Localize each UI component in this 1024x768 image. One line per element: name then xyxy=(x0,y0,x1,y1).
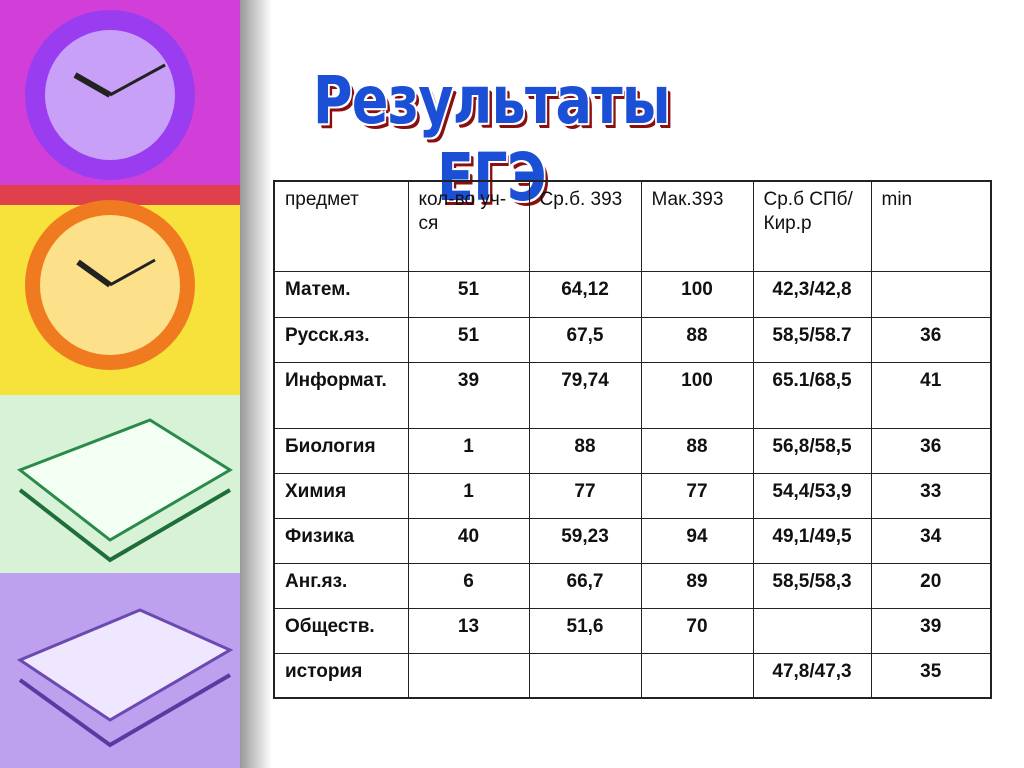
table-cell: 1 xyxy=(407,427,530,474)
table-cell: 51 xyxy=(407,316,530,363)
table-cell: Русск.яз. xyxy=(273,316,409,363)
table-cell: 67,5 xyxy=(528,316,642,363)
table-row: Биология 1 88 88 56,8/58,5 36 xyxy=(273,427,992,474)
table-row: Физика 40 59,23 94 49,1/49,5 34 xyxy=(273,517,992,564)
table-row: история 47,8/47,3 35 xyxy=(273,652,992,699)
table-cell: 88 xyxy=(528,427,642,474)
table-cell: 39 xyxy=(407,361,530,429)
header-cell: min xyxy=(870,180,992,272)
table-row: Матем. 51 64,12 100 42,3/42,8 xyxy=(273,270,992,318)
header-cell: Ср.б. 393 xyxy=(528,180,642,272)
table-cell: 33 xyxy=(870,472,992,519)
table-cell xyxy=(528,652,642,699)
table-cell: 34 xyxy=(870,517,992,564)
table-cell: 79,74 xyxy=(528,361,642,429)
table-cell: 40 xyxy=(407,517,530,564)
table-cell: 94 xyxy=(640,517,754,564)
table-row: Анг.яз. 6 66,7 89 58,5/58,3 20 xyxy=(273,562,992,609)
table-cell: 13 xyxy=(407,607,530,654)
table-cell: Матем. xyxy=(273,270,409,318)
table-cell: 6 xyxy=(407,562,530,609)
table-cell: история xyxy=(273,652,409,699)
table-row: Информат. 39 79,74 100 65.1/68,5 41 xyxy=(273,361,992,429)
table-cell: 36 xyxy=(870,316,992,363)
table-cell: 88 xyxy=(640,316,754,363)
table-cell: 58,5/58,3 xyxy=(752,562,872,609)
table-cell: Анг.яз. xyxy=(273,562,409,609)
header-cell: Мак.393 xyxy=(640,180,754,272)
table-cell: 100 xyxy=(640,270,754,318)
table-cell: 20 xyxy=(870,562,992,609)
table-cell: 1 xyxy=(407,472,530,519)
table-cell: 56,8/58,5 xyxy=(752,427,872,474)
table-cell: 65.1/68,5 xyxy=(752,361,872,429)
table-cell: 100 xyxy=(640,361,754,429)
table-cell: 58,5/58.7 xyxy=(752,316,872,363)
table-cell: 89 xyxy=(640,562,754,609)
table-cell: 66,7 xyxy=(528,562,642,609)
table-cell: Биология xyxy=(273,427,409,474)
header-cell: кол-во уч-ся xyxy=(407,180,530,272)
table-cell: 77 xyxy=(640,472,754,519)
table-cell: 36 xyxy=(870,427,992,474)
table-cell: 49,1/49,5 xyxy=(752,517,872,564)
table-cell: 70 xyxy=(640,607,754,654)
table-cell: 54,4/53,9 xyxy=(752,472,872,519)
header-cell: предмет xyxy=(273,180,409,272)
table-cell: 77 xyxy=(528,472,642,519)
table-row: Обществ. 13 51,6 70 39 xyxy=(273,607,992,654)
table-cell: 59,23 xyxy=(528,517,642,564)
header-cell: Ср.б СПб/Кир.р xyxy=(752,180,872,272)
table-cell: Физика xyxy=(273,517,409,564)
table-cell: 42,3/42,8 xyxy=(752,270,872,318)
table-cell: Информат. xyxy=(273,361,409,429)
header-row: предмет кол-во уч-ся Ср.б. 393 Мак.393 Ср.б … xyxy=(273,180,992,272)
table-cell: 39 xyxy=(870,607,992,654)
table-cell: Обществ. xyxy=(273,607,409,654)
table-cell: 64,12 xyxy=(528,270,642,318)
table-cell: 88 xyxy=(640,427,754,474)
results-table: предмет кол-во уч-ся Ср.б. 393 Мак.393 Ср.б … xyxy=(273,180,992,699)
table-cell: 35 xyxy=(870,652,992,699)
table-row: Русск.яз. 51 67,5 88 58,5/58.7 36 xyxy=(273,316,992,363)
table-cell: 47,8/47,3 xyxy=(752,652,872,699)
table-cell xyxy=(752,607,872,654)
table-cell: 51 xyxy=(407,270,530,318)
table-row: Химия 1 77 77 54,4/53,9 33 xyxy=(273,472,992,519)
table-cell xyxy=(870,270,992,318)
decorative-strip xyxy=(0,0,272,768)
table-cell xyxy=(640,652,754,699)
table-cell: 51,6 xyxy=(528,607,642,654)
table-cell xyxy=(407,652,530,699)
table-cell: Химия xyxy=(273,472,409,519)
table-cell: 41 xyxy=(870,361,992,429)
